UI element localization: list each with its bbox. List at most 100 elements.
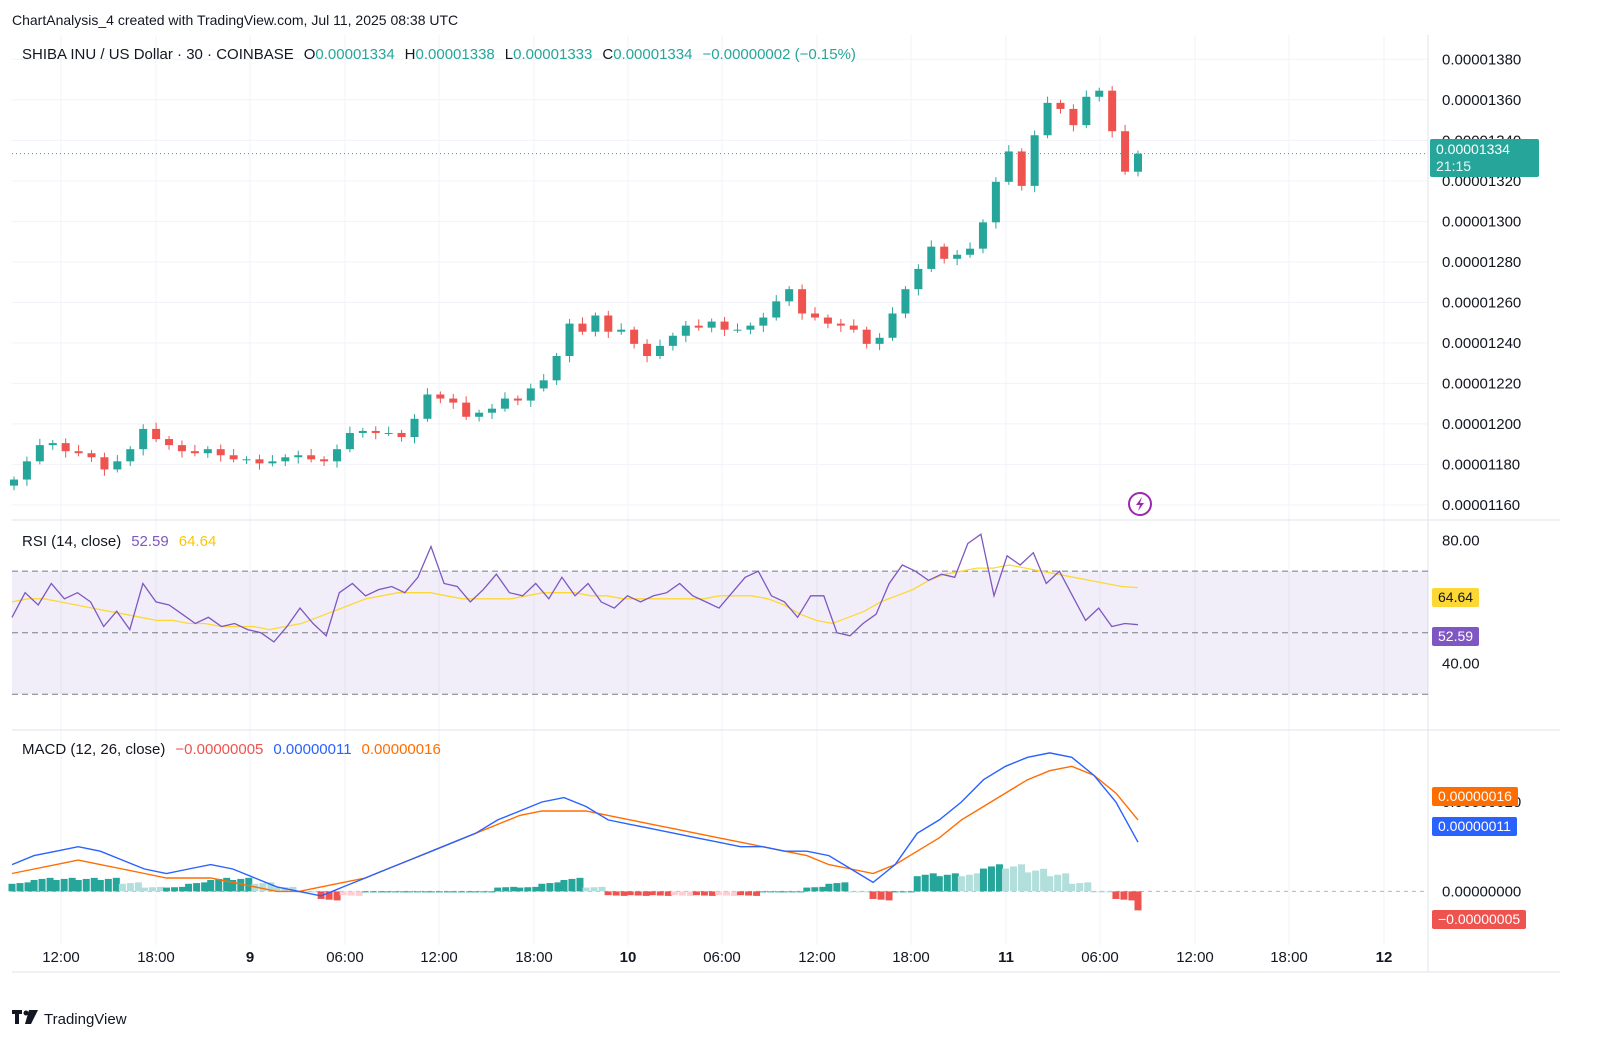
macd-histogram-bar (1010, 866, 1018, 892)
macd-histogram-bar (979, 868, 987, 892)
candle (371, 426, 380, 440)
candle (229, 448, 238, 463)
rsi-legend: RSI (14, close) 52.59 64.64 (22, 533, 216, 550)
tradingview-logo[interactable]: TradingView (12, 1010, 127, 1029)
macd-histogram-bar (921, 874, 929, 892)
candle (1095, 87, 1104, 102)
candle-body (216, 449, 225, 456)
macd-histogram-bar (877, 891, 885, 900)
x-axis-label: 9 (246, 949, 254, 966)
candle-body (539, 380, 548, 389)
macd-histogram-bar (8, 883, 16, 892)
candle (462, 396, 471, 420)
macd-histogram-bar (68, 877, 76, 892)
candle-body (203, 449, 212, 454)
macd-histogram-bar (421, 891, 429, 893)
candle-body (862, 329, 871, 344)
x-axis-label: 18:00 (892, 949, 930, 966)
macd-histogram-bar (907, 891, 915, 893)
macd-histogram-bar (179, 886, 187, 892)
candle-body (823, 317, 832, 324)
candle-body (190, 451, 199, 454)
macd-histogram-bar (325, 891, 333, 900)
x-axis-label: 10 (620, 949, 637, 966)
macd-histogram-bar (620, 891, 628, 896)
candle-body (772, 301, 781, 318)
macd-histogram-bar (576, 877, 584, 892)
macd-histogram-bar (171, 887, 179, 892)
macd-histogram-bar (913, 876, 921, 892)
macd-histogram-bar (1068, 883, 1076, 892)
x-axis-label: 18:00 (1270, 949, 1308, 966)
candle-body (255, 459, 264, 464)
price-axis-label: 0.00001360 (1442, 92, 1521, 109)
candle (591, 312, 600, 337)
candle-body (268, 461, 277, 464)
candle-body (643, 343, 652, 357)
candle-body (320, 459, 329, 462)
macd-histogram-bar (223, 877, 231, 892)
macd-histogram-bar (82, 878, 90, 892)
tradingview-mark-icon (12, 1010, 38, 1029)
candle (320, 456, 329, 466)
candle (604, 310, 613, 338)
macd-histogram-bar (686, 891, 694, 896)
candle-body (9, 479, 19, 486)
candle (1017, 148, 1026, 191)
candle-body (139, 428, 148, 450)
candle (410, 414, 419, 444)
candle (152, 422, 161, 443)
candle (681, 320, 690, 343)
macd-histogram-bar (715, 891, 723, 896)
macd-histogram-bar (480, 891, 488, 893)
macd-histogram-bar (245, 877, 253, 892)
macd-histogram-bar (590, 887, 598, 892)
candle-body (617, 329, 626, 332)
candle-body (1082, 96, 1091, 126)
candle (307, 448, 316, 463)
candle-body (914, 268, 923, 290)
candle-body (1108, 90, 1117, 132)
macd-title[interactable]: MACD (12, 26, close) (22, 741, 166, 758)
rsi-ma-value: 64.64 (178, 533, 217, 550)
macd-histogram-bar (833, 883, 841, 892)
candle-body (177, 445, 186, 452)
flash-icon[interactable] (1128, 492, 1152, 516)
macd-histogram-bar (237, 878, 245, 892)
macd-histogram-bar (229, 879, 237, 892)
price-axis-label: 0.00001300 (1442, 213, 1521, 230)
candle-body (630, 329, 639, 344)
rsi-title[interactable]: RSI (14, close) (22, 533, 122, 550)
macd-signal-tag: 0.00000016 (1432, 787, 1518, 806)
candle-body (48, 443, 57, 446)
macd-histogram-bar (664, 891, 672, 896)
candle (785, 286, 794, 306)
macd-histogram-bar (90, 877, 98, 892)
candle-body (436, 394, 445, 399)
candle (281, 454, 290, 466)
candle-body (966, 248, 975, 255)
macd-histogram-bar (369, 891, 377, 893)
candle-body (785, 289, 794, 302)
candle (332, 444, 341, 468)
candle (1056, 99, 1065, 114)
x-axis-label: 12:00 (420, 949, 458, 966)
x-axis-label: 06:00 (703, 949, 741, 966)
candle-body (1095, 90, 1104, 97)
macd-histogram-bar (126, 883, 134, 892)
macd-histogram-bar (60, 878, 68, 892)
price-axis-label: 0.00001320 (1442, 173, 1521, 190)
candle-body (940, 246, 949, 259)
candle-body (449, 398, 458, 403)
candle (772, 295, 781, 321)
candle (22, 456, 31, 486)
macd-histogram-bar (731, 891, 739, 896)
macd-histogram-bar (516, 887, 524, 892)
candle (423, 388, 432, 422)
symbol-title[interactable]: SHIBA INU / US Dollar · 30 · COINBASE (22, 46, 294, 63)
candle-body (242, 459, 251, 461)
candle (823, 314, 832, 329)
candle-body (927, 246, 936, 269)
macd-histogram-bar (405, 891, 413, 893)
